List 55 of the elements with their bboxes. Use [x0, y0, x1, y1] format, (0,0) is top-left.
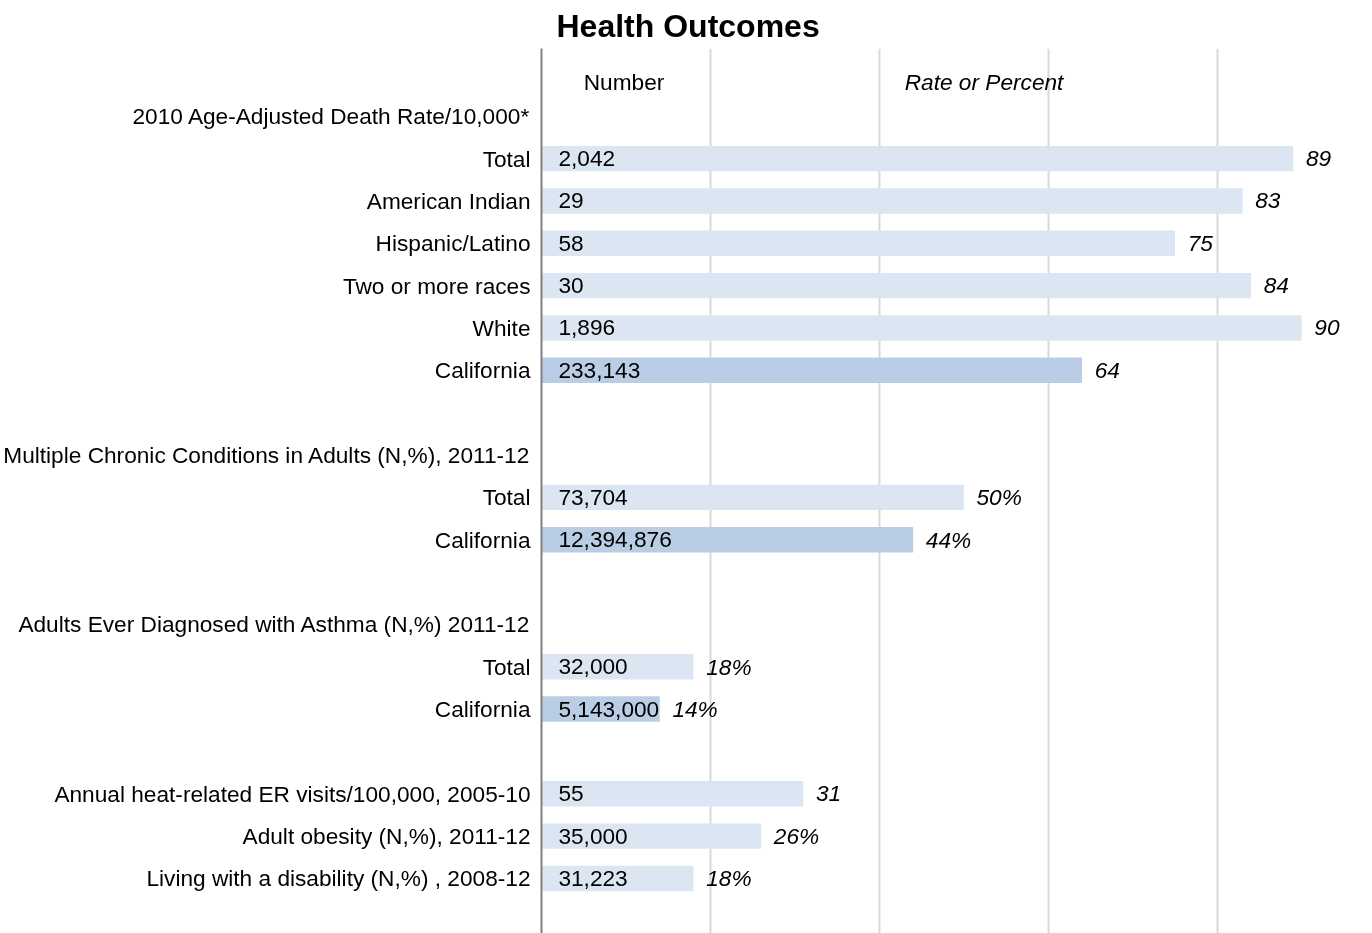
annotation: 2,042 [558, 145, 616, 172]
y-tick-label: Hispanic/Latino [375, 230, 531, 257]
data-label: 75 [1187, 229, 1214, 256]
y-tick-label: Adult obesity (N,%), 2011-12 [242, 823, 531, 850]
annotation: 31,223 [558, 864, 628, 891]
data-label: 26% [772, 823, 820, 850]
data-label: 50% [976, 484, 1022, 511]
y-tick-label: Annual heat-related ER visits/100,000, 2005-10 [54, 780, 531, 807]
annotation: 58 [558, 229, 584, 256]
annotation: 5,143,000 [558, 695, 660, 722]
data-label: 64 [1094, 356, 1120, 383]
bar [541, 230, 1175, 256]
annotation: 233,143 [558, 356, 641, 383]
bar [541, 188, 1243, 214]
data-label: 83 [1255, 187, 1281, 214]
data-label: 14% [672, 696, 718, 723]
y-tick-label: Total [482, 145, 531, 172]
chart-title: Health Outcomes [556, 7, 820, 44]
bar [541, 272, 1252, 299]
bar [541, 823, 762, 849]
y-tick-label: White [472, 314, 531, 341]
annotation: 55 [558, 780, 584, 807]
y-tick-label: 2010 Age-Adjusted Death Rate/10,000* [132, 103, 530, 130]
annotation: 29 [558, 187, 584, 214]
bar [541, 484, 964, 511]
data-label: 90 [1314, 314, 1340, 341]
bar [541, 145, 1294, 172]
data-label: 84 [1263, 272, 1289, 299]
data-label: 18% [706, 653, 752, 680]
annotation: 12,394,876 [558, 526, 672, 553]
y-tick-label: Total [482, 484, 531, 511]
y-tick-label: California [434, 357, 531, 384]
annotation: 30 [558, 272, 584, 299]
bar [541, 315, 1302, 341]
annotation: Number [583, 69, 665, 96]
y-tick-label: California [434, 696, 531, 723]
annotation: 32,000 [558, 653, 628, 680]
y-tick-label: Total [482, 653, 531, 680]
bar [541, 526, 914, 553]
y-tick-label: Living with a disability (N,%) , 2008-12 [146, 865, 531, 892]
data-label: 31 [816, 780, 842, 807]
y-tick-label: Two or more races [342, 272, 531, 299]
y-tick-label: Multiple Chronic Conditions in Adults (N,%), 2011-12 [3, 442, 530, 469]
y-tick-label: American Indian [366, 187, 531, 214]
data-label: 44% [925, 526, 972, 553]
annotation: Rate or Percent [904, 69, 1066, 96]
annotation: 35,000 [558, 822, 628, 849]
annotation: 73,704 [558, 483, 628, 510]
y-tick-label: Adults Ever Diagnosed with Asthma (N,%) 2011-12 [18, 611, 530, 638]
y-tick-label: California [434, 526, 531, 553]
bar [541, 781, 804, 807]
data-label: 89 [1305, 145, 1332, 172]
data-label: 18% [706, 865, 752, 892]
bar [541, 357, 1083, 384]
annotation: 1,896 [558, 314, 616, 341]
